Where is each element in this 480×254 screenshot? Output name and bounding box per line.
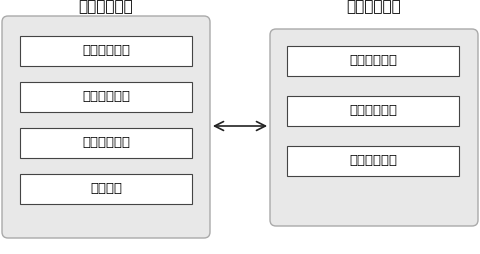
Text: 丢包恢复单元: 丢包恢复单元 [348,154,396,167]
Text: 解码接收装置: 解码接收装置 [346,0,400,14]
Text: 纠错编码单元: 纠错编码单元 [82,136,130,150]
FancyBboxPatch shape [287,146,458,176]
FancyBboxPatch shape [2,16,210,238]
Text: 传输接收单元: 传输接收单元 [348,55,396,68]
Text: 音视频编码器: 音视频编码器 [82,90,130,103]
FancyBboxPatch shape [269,29,477,226]
FancyBboxPatch shape [20,174,192,204]
Text: 计算单元: 计算单元 [90,183,122,196]
Text: 音视频解码器: 音视频解码器 [348,104,396,118]
FancyBboxPatch shape [20,82,192,112]
FancyBboxPatch shape [287,46,458,76]
Text: 传输发送单元: 传输发送单元 [82,44,130,57]
FancyBboxPatch shape [287,96,458,126]
Text: 编码发送装置: 编码发送装置 [78,0,133,14]
FancyBboxPatch shape [20,36,192,66]
FancyBboxPatch shape [20,128,192,158]
